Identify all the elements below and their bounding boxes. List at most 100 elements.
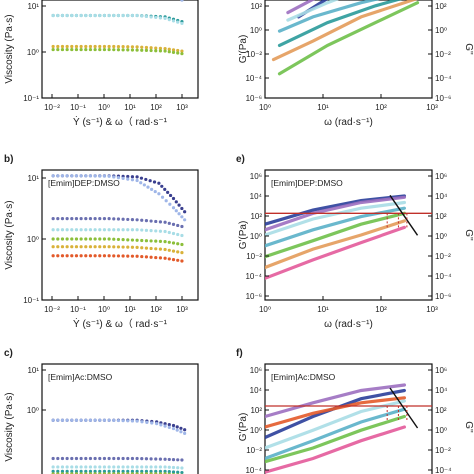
data-point <box>116 254 121 258</box>
x-tick-label: 10² <box>375 103 387 112</box>
data-point <box>163 239 167 244</box>
data-point <box>74 237 79 241</box>
data-point <box>144 457 149 461</box>
data-point <box>180 49 184 53</box>
data-point <box>180 52 184 56</box>
data-point <box>98 237 102 241</box>
data-point <box>167 470 171 474</box>
data-point <box>158 49 163 53</box>
data-point <box>112 456 116 461</box>
data-point <box>74 228 79 232</box>
data-point <box>177 212 181 216</box>
data-point <box>145 420 149 424</box>
data-point <box>176 223 180 228</box>
data-point <box>180 458 184 462</box>
data-point <box>70 465 74 469</box>
data-point <box>79 418 83 422</box>
data-point <box>79 47 83 52</box>
x-tick-label: 10³ <box>426 305 438 314</box>
data-point <box>98 47 102 52</box>
x-axis-label: Ẏ (s⁻¹) & ω（ rad·s⁻¹ <box>73 317 168 330</box>
data-point <box>149 46 153 50</box>
data-point <box>163 16 167 20</box>
data-point <box>107 245 111 249</box>
y-axis-label: G'(Pa) <box>238 221 249 250</box>
series-line <box>265 407 406 461</box>
data-point <box>163 229 167 234</box>
data-point <box>126 245 130 249</box>
data-point <box>166 190 170 195</box>
data-point <box>171 249 176 253</box>
data-point <box>144 177 148 182</box>
data-point <box>171 50 176 54</box>
series-line <box>265 206 406 248</box>
x-tick-label: 10³ <box>176 103 188 112</box>
data-point <box>154 255 158 260</box>
x-tick-label: 10¹ <box>317 103 329 112</box>
data-point <box>60 237 65 241</box>
x-tick-label: 10⁰ <box>98 305 110 314</box>
data-point <box>56 456 60 461</box>
data-point <box>126 254 130 258</box>
data-point <box>70 47 74 52</box>
series-line <box>265 211 406 259</box>
y-tick-label: 10⁻¹ <box>23 94 39 103</box>
y-tick-label: 10⁻⁶ <box>246 94 262 103</box>
data-point <box>130 419 135 423</box>
data-point <box>167 221 171 225</box>
data-point <box>84 245 88 249</box>
data-point <box>60 228 65 232</box>
data-point <box>135 178 139 183</box>
data-point <box>98 228 102 232</box>
data-point <box>140 218 144 222</box>
data-point <box>79 465 83 469</box>
data-point <box>56 44 60 49</box>
data-point <box>171 222 176 226</box>
data-point <box>180 259 184 263</box>
data-point <box>167 47 171 51</box>
y-tick-label: 10⁰ <box>250 232 262 241</box>
data-point <box>112 418 116 423</box>
data-point <box>163 220 167 224</box>
data-point <box>175 428 179 432</box>
data-point <box>65 228 69 232</box>
data-point <box>88 47 93 52</box>
data-point <box>112 44 116 49</box>
data-point <box>130 48 135 52</box>
data-point <box>116 44 121 49</box>
data-point <box>112 469 116 473</box>
data-point <box>60 465 65 469</box>
data-point <box>130 254 135 258</box>
series-line <box>271 0 418 62</box>
data-point <box>60 13 65 18</box>
data-point <box>74 47 79 52</box>
data-point <box>183 431 187 435</box>
data-point <box>112 48 116 52</box>
data-point <box>74 465 79 469</box>
data-point <box>175 425 179 429</box>
data-point <box>84 44 88 49</box>
data-point <box>112 465 116 469</box>
data-point <box>144 465 149 469</box>
data-point <box>107 174 111 178</box>
data-point <box>51 13 55 18</box>
data-point <box>176 258 180 262</box>
data-point <box>84 237 88 241</box>
data-point <box>171 458 176 462</box>
data-point <box>98 418 102 422</box>
data-point <box>70 217 74 221</box>
data-point <box>121 45 125 49</box>
y-axis-label: G'(Pa) <box>238 413 249 442</box>
data-point <box>144 246 149 250</box>
y2-tick-label: 10⁻² <box>435 50 451 59</box>
data-point <box>51 237 55 241</box>
data-point <box>88 456 93 461</box>
data-point <box>167 18 171 22</box>
data-point <box>60 47 65 52</box>
panel-label: c) <box>4 348 13 359</box>
data-point <box>107 44 111 49</box>
data-point <box>112 13 116 18</box>
panel-title: [Emim]DEP:DMSO <box>271 178 343 188</box>
data-point <box>56 469 60 473</box>
